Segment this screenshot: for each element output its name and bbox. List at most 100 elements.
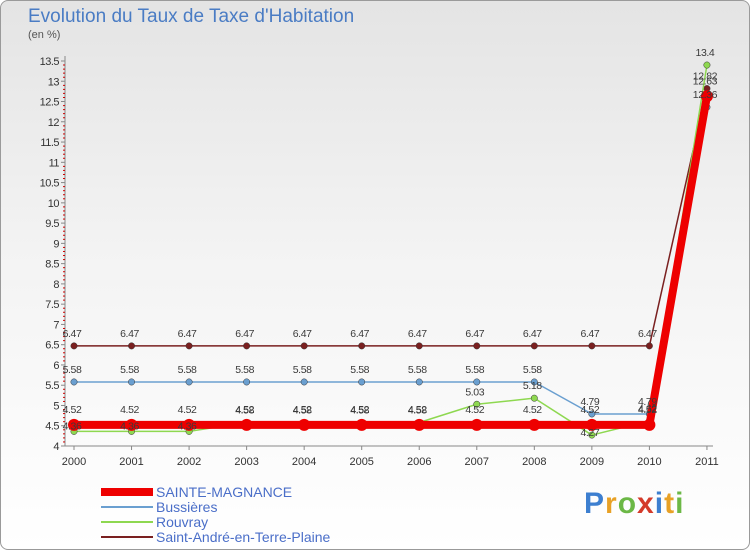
data-point: [473, 342, 481, 350]
x-tick-label: 2009: [580, 456, 604, 468]
logo-letter: i: [675, 487, 685, 520]
data-point: [588, 342, 596, 350]
x-tick-label: 2008: [522, 456, 546, 468]
y-tick-label: 13.5: [40, 56, 60, 68]
y-tick-label: 12.5: [40, 97, 60, 109]
proxiti-logo: Proxiti: [584, 487, 684, 521]
x-tick-label: 2000: [62, 456, 86, 468]
legend-label: Bussières: [156, 499, 218, 515]
data-label: 4.58: [350, 404, 369, 416]
data-label: 4.52: [293, 404, 312, 416]
y-tick-label: 4: [53, 441, 59, 453]
data-label: 13.4: [696, 47, 715, 59]
x-tick-label: 2010: [637, 456, 661, 468]
y-tick-label: 8: [53, 279, 59, 291]
y-tick-label: 11.5: [40, 137, 59, 149]
data-point: [473, 378, 481, 386]
data-label: 4.36: [63, 420, 82, 432]
data-label: 6.47: [465, 328, 484, 340]
data-point: [415, 378, 423, 386]
data-label: 5.58: [350, 364, 369, 376]
data-label: 5.18: [523, 380, 542, 392]
data-point: [185, 342, 193, 350]
series-line-1: [74, 107, 708, 415]
logo-letter: t: [664, 487, 676, 520]
data-label: 4.79: [638, 396, 657, 408]
legend-label: SAINTE-MAGNANCE: [156, 484, 293, 500]
data-point: [125, 418, 138, 431]
logo-letter: r: [605, 487, 618, 520]
data-label: 5.58: [465, 364, 484, 376]
data-label: 5.58: [63, 364, 82, 376]
data-point: [240, 418, 253, 431]
y-tick-label: 10.5: [40, 178, 60, 190]
data-label: 4.58: [235, 404, 254, 416]
data-label: 6.47: [638, 328, 657, 340]
logo-letter: i: [654, 487, 665, 520]
y-tick-label: 13: [48, 76, 60, 88]
data-label: 4.52: [120, 404, 139, 416]
data-label: 6.47: [523, 328, 542, 340]
y-tick-label: 9: [53, 238, 59, 250]
data-label: 6.47: [408, 328, 427, 340]
data-point: [470, 418, 483, 431]
data-point: [243, 342, 251, 350]
legend-swatch: [101, 521, 153, 523]
data-label: 4.52: [523, 404, 542, 416]
data-point: [585, 418, 598, 431]
data-point: [355, 418, 368, 431]
x-tick-label: 2003: [234, 456, 258, 468]
data-label: 5.03: [465, 386, 484, 398]
legend-swatch: [101, 506, 153, 508]
data-point: [700, 90, 713, 103]
data-point: [68, 418, 80, 431]
data-point: [643, 418, 656, 431]
data-point: [358, 378, 366, 386]
data-point: [530, 342, 538, 350]
data-label: 6.47: [178, 328, 197, 340]
data-point: [128, 342, 135, 350]
y-tick-label: 5: [53, 400, 59, 412]
data-label: 6.47: [63, 328, 82, 340]
data-label: 6.47: [350, 328, 369, 340]
y-tick-label: 4.5: [45, 421, 59, 433]
data-label: 4.52: [178, 404, 197, 416]
y-tick-label: 11: [49, 157, 60, 169]
series-line-0: [74, 95, 711, 429]
y-tick-label: 5.5: [45, 380, 59, 392]
data-point: [128, 378, 135, 386]
y-tick-label: 10: [48, 198, 60, 210]
data-label: 4.52: [638, 404, 657, 416]
x-tick-label: 2011: [695, 456, 719, 468]
data-point: [298, 418, 311, 431]
y-tick-label: 12: [48, 117, 60, 129]
data-point: [300, 378, 308, 386]
data-label: 4.27: [580, 427, 599, 439]
legend-label: Rouvray: [156, 514, 209, 530]
data-point: [70, 342, 78, 350]
data-label: 4.36: [120, 420, 139, 432]
data-label: 4.58: [293, 404, 312, 416]
data-point: [185, 378, 193, 386]
logo-letter: x: [637, 487, 655, 520]
y-tick-label: 7.5: [45, 299, 59, 311]
data-label: 4.52: [580, 404, 599, 416]
data-point: [358, 342, 366, 350]
legend-swatch: [101, 536, 153, 538]
x-tick-label: 2005: [349, 456, 373, 468]
data-label: 4.52: [408, 404, 427, 416]
data-point: [415, 342, 423, 350]
data-point: [588, 410, 596, 418]
data-label: 12.36: [693, 89, 718, 101]
data-label: 12.63: [693, 75, 718, 87]
data-label: 4.58: [408, 404, 427, 416]
series-line-3: [74, 88, 708, 347]
data-label: 6.47: [235, 328, 254, 340]
data-point: [300, 342, 308, 350]
data-point: [70, 378, 78, 386]
chart-title: Evolution du Taux de Taxe d'Habitation: [28, 6, 355, 27]
data-point: [528, 418, 541, 431]
y-tick-label: 9.5: [45, 218, 59, 230]
